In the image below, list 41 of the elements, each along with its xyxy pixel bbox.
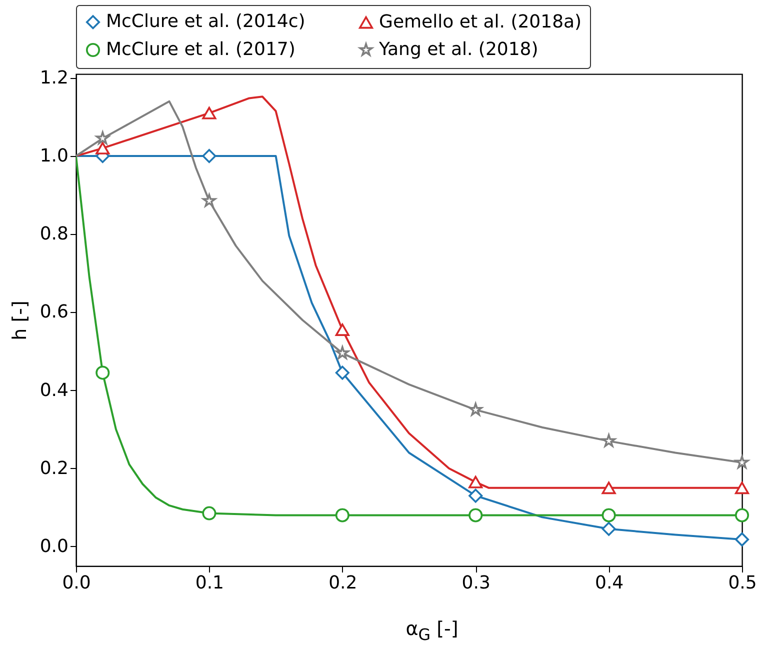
y-tick-label: 1.2: [40, 67, 68, 88]
point: [96, 142, 110, 154]
point: [468, 476, 483, 488]
legend-label: Yang et al. (2018): [378, 39, 538, 60]
x-tick-label: 0.0: [62, 572, 91, 594]
point: [202, 148, 216, 164]
point: [468, 508, 483, 522]
point: [602, 434, 616, 447]
x-tick-label: 0.4: [594, 572, 624, 594]
x-tick-label: 0.2: [328, 572, 358, 594]
y-tick-label: 1.0: [40, 146, 68, 166]
point: [202, 106, 216, 120]
y-tick-label: 0.2: [40, 458, 68, 479]
point: [335, 324, 350, 336]
y-tick-label: 0.0: [40, 536, 68, 557]
y-tick-label: 0.4: [40, 380, 68, 401]
point: [202, 506, 216, 520]
point: [468, 488, 483, 503]
x-tick-label: 0.3: [462, 572, 490, 594]
point: [335, 508, 350, 522]
point: [96, 131, 110, 144]
point: [468, 402, 482, 416]
legend-label: McClure et al. (2014c): [106, 11, 306, 32]
y-tick-label: 0.8: [40, 224, 68, 245]
point: [734, 532, 750, 546]
legend-label: McClure et al. (2017): [106, 39, 296, 60]
point: [202, 194, 216, 207]
point: [96, 366, 110, 380]
point: [335, 366, 350, 380]
point: [602, 508, 616, 522]
x-axis-title: α$_{G}$ [-]: [404, 618, 460, 644]
x-tick-label: 0.1: [195, 572, 224, 594]
legend-label: Gemello et al. (2018a): [379, 12, 582, 32]
point: [602, 482, 616, 494]
x-tick-label: 0.5: [728, 572, 757, 594]
point: [602, 522, 616, 536]
point: [734, 482, 750, 494]
point: [734, 508, 750, 522]
point: [336, 346, 350, 360]
y-tick-label: 0.6: [40, 302, 68, 323]
y-axis-title: h [-]: [8, 300, 31, 340]
